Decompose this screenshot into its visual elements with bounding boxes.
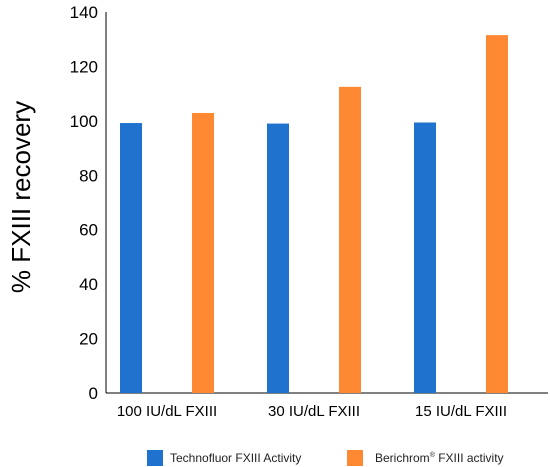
- bar-technofluor: [267, 123, 289, 393]
- y-tick-label: 100: [70, 112, 98, 131]
- legend-swatch-berichrom: [347, 450, 363, 466]
- x-category-label: 100 IU/dL FXIII: [117, 403, 217, 420]
- bar-berichrom: [192, 112, 214, 393]
- bar-berichrom: [339, 86, 361, 393]
- y-tick-label: 120: [70, 57, 98, 76]
- y-tick-label: 0: [89, 384, 98, 403]
- legend-label-berichrom: Berichrom® FXIII activity: [375, 451, 504, 465]
- y-tick-label: 40: [79, 275, 98, 294]
- y-axis-title: % FXIII recovery: [6, 101, 36, 293]
- y-tick-label: 60: [79, 221, 98, 240]
- bar-technofluor: [120, 123, 142, 393]
- bar-technofluor: [414, 122, 436, 394]
- legend: Technofluor FXIII Activity Berichrom® FX…: [147, 450, 504, 466]
- bar-berichrom: [486, 35, 508, 393]
- legend-label-technofluor: Technofluor FXIII Activity: [170, 451, 301, 465]
- y-tick-label: 20: [79, 330, 98, 349]
- x-category-label: 30 IU/dL FXIII: [268, 403, 360, 420]
- y-tick-label: 80: [79, 166, 98, 185]
- legend-swatch-technofluor: [147, 450, 163, 466]
- x-category-label: 15 IU/dL FXIII: [415, 403, 507, 420]
- y-tick-label: 140: [70, 3, 98, 22]
